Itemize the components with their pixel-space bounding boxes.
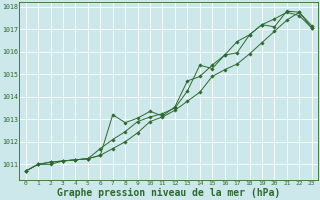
X-axis label: Graphe pression niveau de la mer (hPa): Graphe pression niveau de la mer (hPa) xyxy=(57,188,280,198)
